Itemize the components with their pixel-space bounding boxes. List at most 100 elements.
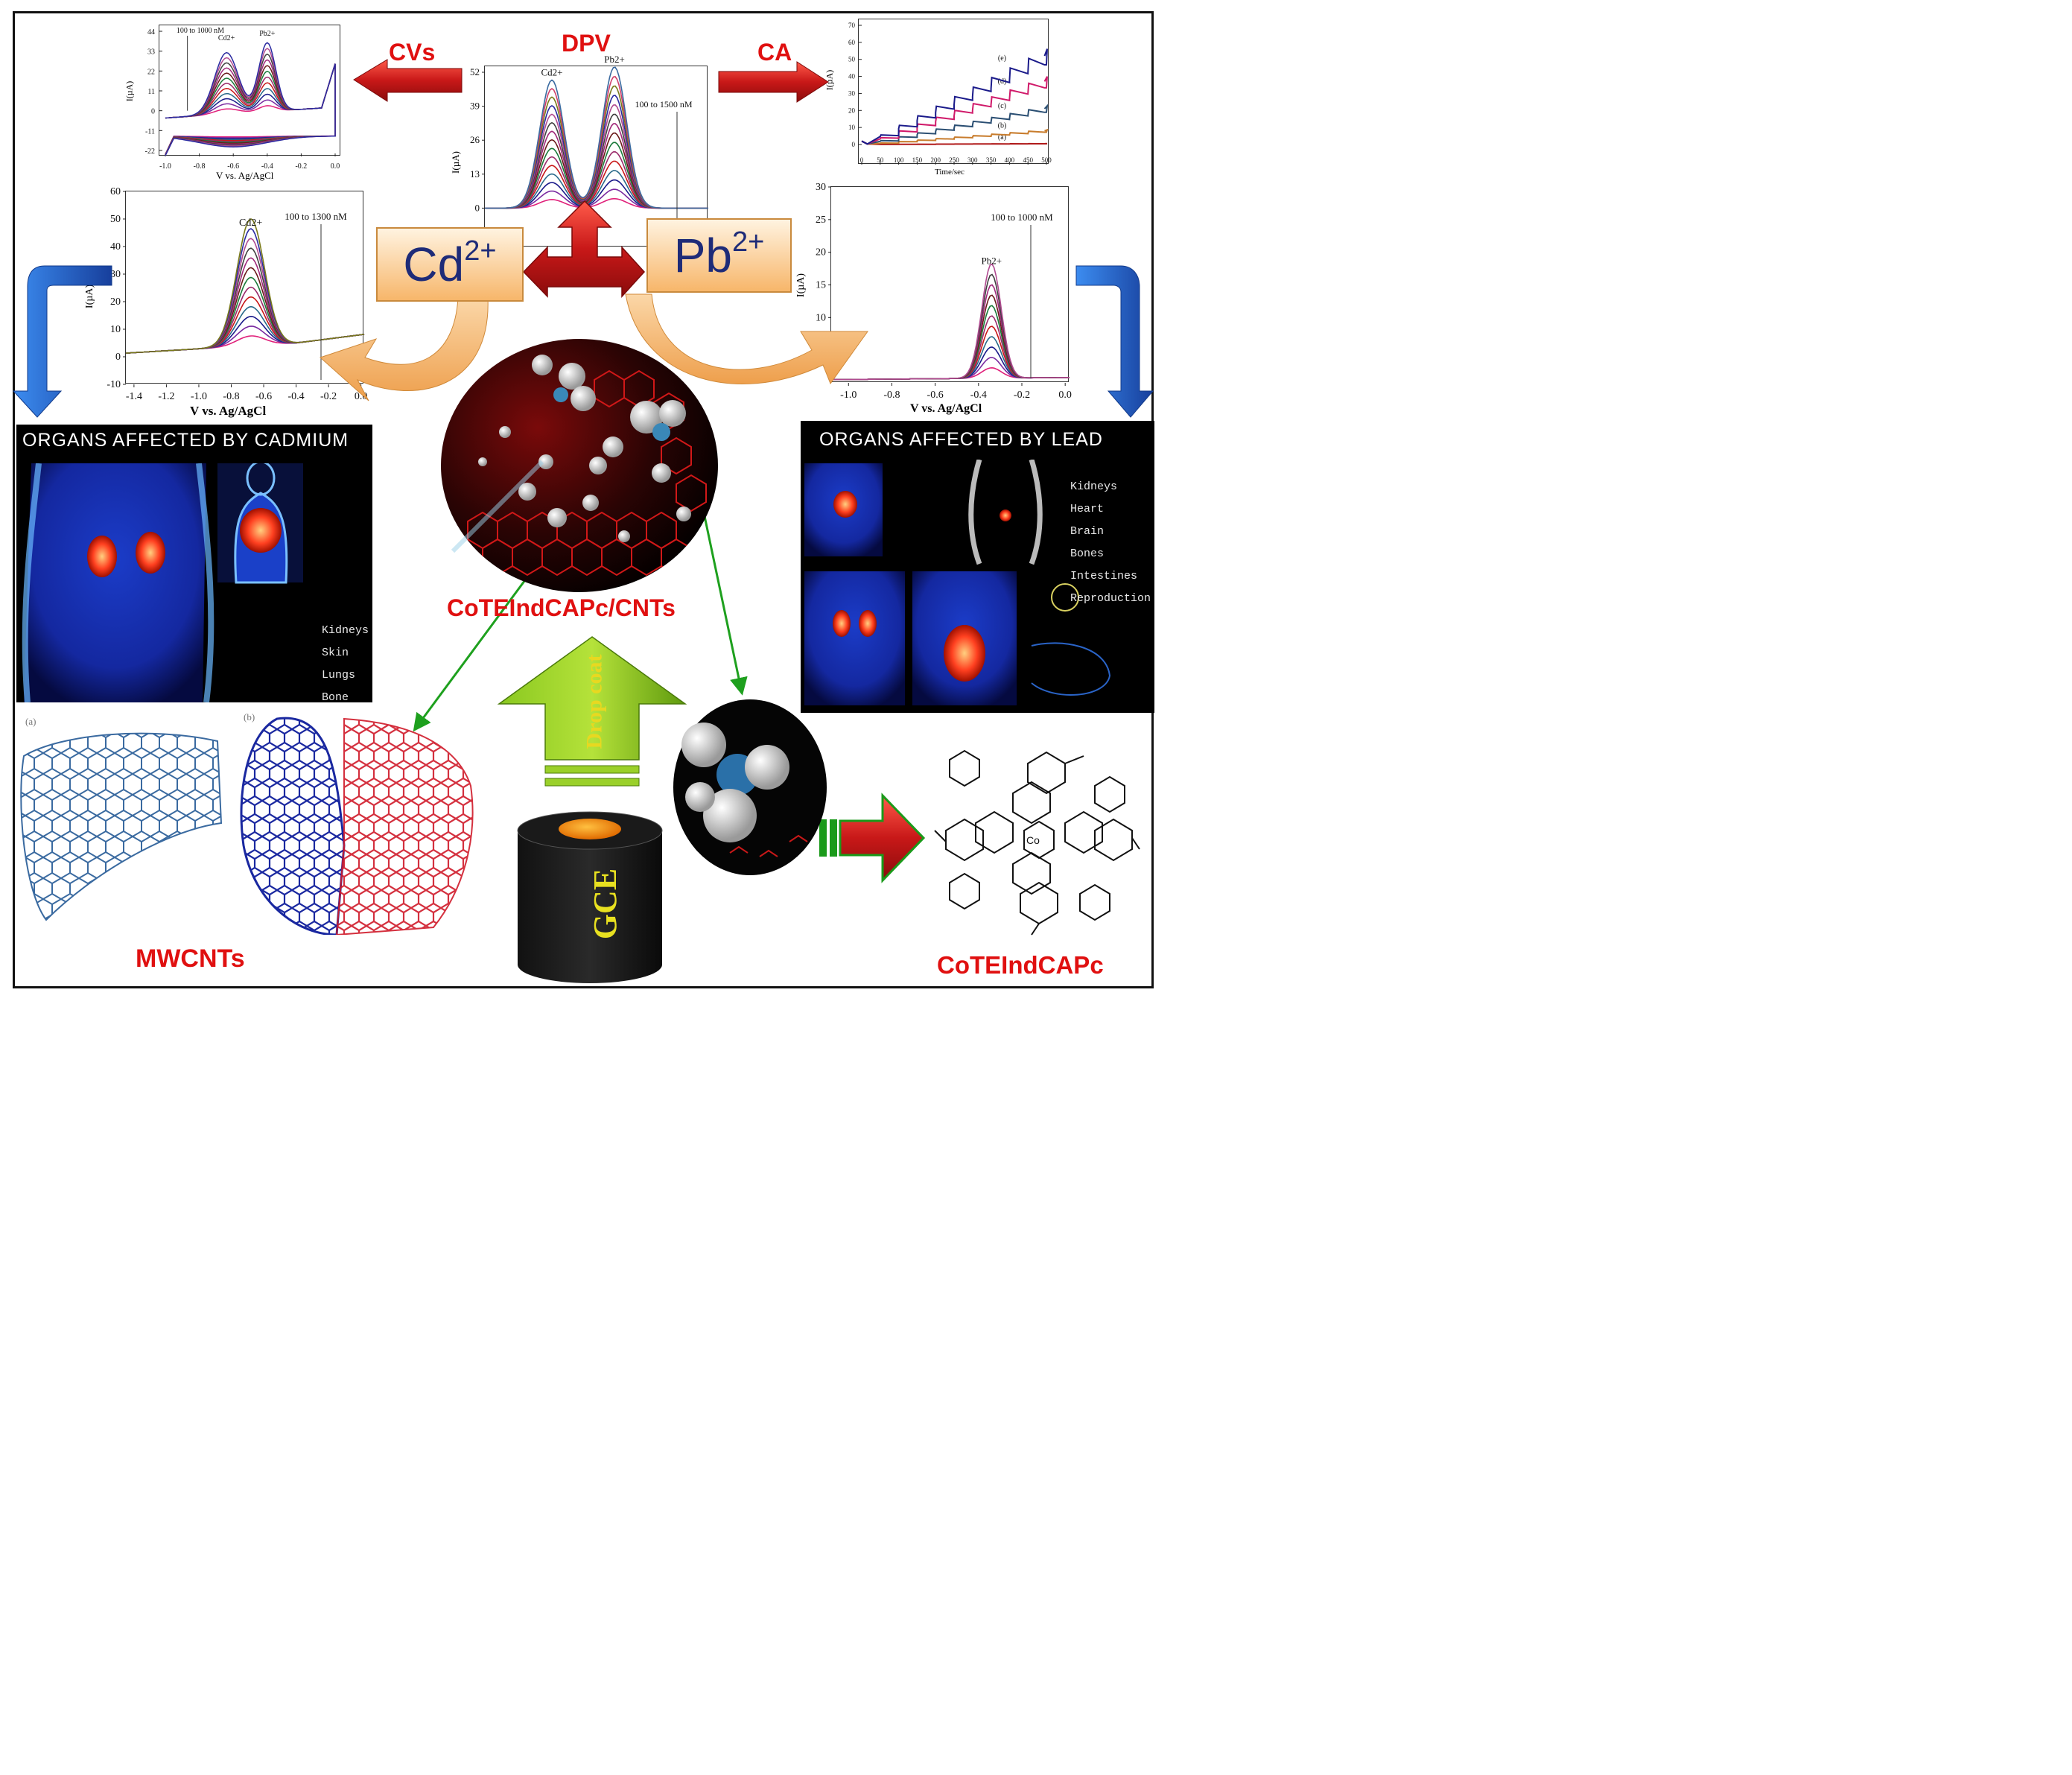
y-tick-label: 70 (848, 22, 856, 29)
multi-wall-nanotube-red (335, 717, 474, 935)
molecule-balls (478, 355, 691, 542)
nanotube-b-label: (b) (244, 711, 255, 723)
lead-organ-item: Brain (1070, 525, 1105, 538)
cadmium-organ-item: Skin (322, 647, 349, 659)
x-tick-label: -0.8 (194, 162, 206, 171)
modified-electrode-surface (559, 819, 621, 839)
ca-series-label: (c) (998, 102, 1006, 110)
y-tick-label: 11 (147, 88, 155, 96)
pb-ion-box: Pb 2+ (646, 218, 792, 293)
x-tick-label: -0.2 (295, 162, 307, 171)
dpv-cd-plot-area: 60 50 40 30 20 10 0 -10 -1.4 -1.2 -1.0 -0.8 -0.6 -0.4… (107, 186, 367, 402)
ca-series-line (861, 48, 1048, 145)
lead-organ-item: Heart (1070, 503, 1105, 515)
x-tick-label: -0.6 (227, 162, 239, 171)
y-tick-label: 20 (110, 296, 121, 308)
y-tick-label: 39 (470, 101, 480, 112)
dpv-curve (831, 263, 1070, 381)
ca-series-line (861, 140, 1048, 145)
x-tick-label: 400 (1005, 156, 1015, 164)
dpv-pb-xlabel: V vs. Ag/AgCl (910, 402, 982, 415)
y-tick-label: 50 (848, 56, 856, 63)
x-tick-label: 250 (949, 156, 959, 164)
x-tick-label: -0.8 (883, 390, 900, 401)
svg-text:Co: Co (1026, 834, 1040, 846)
cd-charge: 2+ (464, 235, 497, 267)
dpv-curve (485, 66, 708, 209)
y-tick-label: 40 (848, 73, 856, 80)
y-tick-label: 22 (147, 68, 155, 76)
lead-body-images (804, 460, 1111, 705)
mwcnts-label: MWCNTs (136, 944, 245, 973)
x-tick-label: -0.4 (261, 162, 273, 171)
x-tick-label: -1.4 (126, 391, 142, 402)
dpv-cd-chart: 60 50 40 30 20 10 0 -10 -1.4 -1.2 -1.0 -0.8 -0.6 -0.4… (107, 186, 367, 402)
brain (1000, 509, 1011, 521)
y-tick-label: 52 (470, 66, 480, 77)
dpv-label: DPV (562, 30, 611, 57)
lead-organ-list: Kidneys Heart Brain Bones Intestines Rep… (1070, 476, 1151, 610)
cvs-arrow (353, 59, 463, 102)
peak-label: Cd2+ (218, 34, 235, 42)
graphical-abstract: { "labels": { "cvs": "CVs", "dpv": "DPV"… (0, 0, 1168, 1000)
ca-series-label: (d) (998, 77, 1007, 86)
ca-label: CA (757, 39, 792, 66)
x-tick-label: 0.0 (1058, 390, 1072, 401)
dpv-curve (125, 217, 365, 354)
gce-label: GCE (587, 868, 624, 940)
x-tick-label: 350 (986, 156, 997, 164)
y-tick-label: 10 (848, 124, 856, 131)
x-tick-label: 300 (967, 156, 978, 164)
x-tick-label: 500 (1041, 156, 1052, 164)
cadmium-organ-panel: ORGANS AFFECTED BY CADMIUM Kidneys Skin … (16, 425, 372, 702)
lead-organ-item: Reproduction (1070, 592, 1151, 605)
peak-label: Pb2+ (981, 255, 1002, 267)
green-arrow-left (413, 554, 545, 732)
x-tick-label: 0.0 (331, 162, 340, 171)
lungs (240, 508, 282, 553)
lead-organ-panel: ORGANS AFFECTED BY LEAD Kidneys Heart Br… (801, 421, 1154, 713)
y-tick-label: -22 (145, 147, 155, 156)
y-tick-label: 0 (151, 108, 155, 116)
x-tick-label: 200 (930, 156, 941, 164)
complex-arrow-bar-2 (830, 819, 837, 857)
y-tick-label: 10 (110, 324, 121, 335)
y-tick-label: 26 (470, 134, 480, 145)
y-tick-label: 50 (110, 214, 121, 225)
ca-series-label: (b) (998, 122, 1007, 130)
kidney-left (87, 536, 117, 577)
nanotube-a-label: (a) (25, 716, 36, 727)
y-tick-label: 30 (848, 89, 856, 97)
ca-series-label: (a) (998, 133, 1006, 142)
peak-label: Pb2+ (604, 54, 625, 65)
y-tick-label: 60 (110, 186, 121, 197)
multi-wall-nanotube-blue (240, 717, 346, 935)
four-way-arrow (522, 200, 646, 298)
orange-arrow-pb (625, 293, 868, 385)
x-tick-label: -0.8 (223, 391, 239, 402)
y-tick-label: 10 (816, 312, 826, 323)
concentration-note: 100 to 1300 nM (285, 211, 347, 222)
intestines (944, 625, 985, 682)
cvs-label: CVs (389, 39, 436, 66)
x-tick-label: 50 (877, 156, 884, 164)
ca-arrow (718, 61, 829, 103)
cv-xlabel: V vs. Ag/AgCl (216, 170, 274, 181)
composite-label: CoTEIndCAPc/CNTs (447, 594, 676, 621)
y-tick-label: 44 (147, 28, 155, 36)
ca-series-line (861, 128, 1049, 145)
composite-sphere (441, 339, 718, 592)
y-tick-label: 0 (475, 202, 480, 213)
heart (833, 491, 857, 518)
lead-organ-title: ORGANS AFFECTED BY LEAD (819, 429, 1103, 450)
pb-charge: 2+ (731, 226, 765, 258)
cadmium-organ-item: Bone (322, 691, 349, 702)
y-tick-label: 13 (470, 168, 480, 180)
cd-ion-box: Cd 2+ (376, 227, 524, 302)
complex-label: CoTEIndCAPc (937, 951, 1104, 979)
y-tick-label: 30 (816, 182, 826, 193)
y-tick-label: 30 (110, 269, 121, 280)
drop-coat-bar-1 (544, 765, 640, 774)
